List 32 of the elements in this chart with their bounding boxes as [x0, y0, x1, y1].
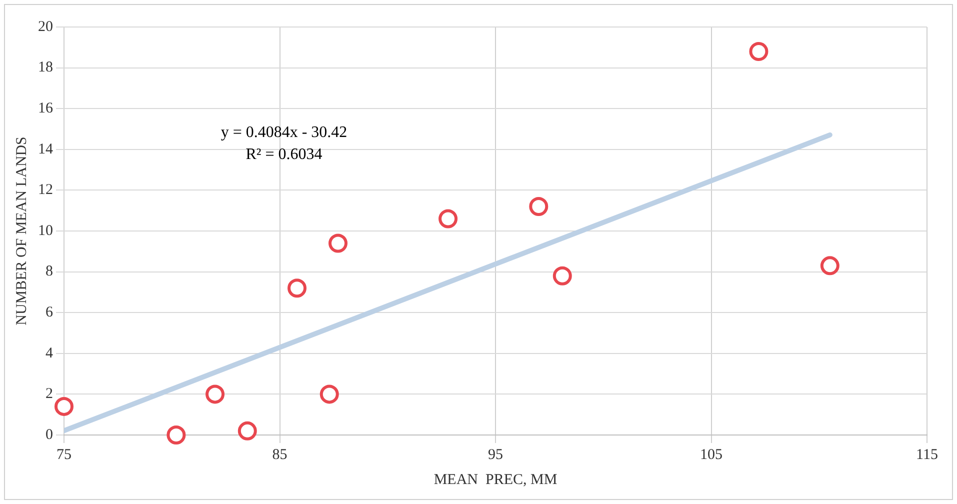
- annotation: R² = 0.6034: [246, 146, 322, 163]
- point: [552, 266, 572, 286]
- y-tick-label: 0: [46, 426, 53, 443]
- y-tick-label: 12: [38, 182, 53, 198]
- x-axis-title: MEAN PREC, MM: [434, 472, 558, 488]
- x-tick-label: 75: [56, 446, 72, 463]
- x-tick-label: 115: [916, 446, 938, 463]
- y-tick-label: 14: [38, 141, 54, 158]
- point: [166, 426, 186, 444]
- y-tick-label: 2: [46, 386, 53, 402]
- point: [749, 42, 768, 61]
- y-tick-label: 10: [38, 222, 53, 239]
- annotation: y = 0.4084x - 30.42: [220, 124, 348, 141]
- y-tick-label: 8: [46, 264, 53, 280]
- y-tick-label: 6: [46, 304, 54, 321]
- point: [529, 197, 548, 216]
- y-tick-label: 4: [46, 345, 54, 362]
- point: [238, 421, 257, 440]
- y-tick-label: 16: [38, 100, 54, 117]
- x-tick-label: 85: [272, 446, 288, 463]
- point: [328, 234, 348, 253]
- point: [288, 278, 307, 298]
- point: [320, 384, 339, 404]
- x-tick-label: 105: [700, 446, 722, 463]
- x-tick-label: 95: [488, 446, 503, 463]
- y-axis-title: NUMBER OF MEAN LANDS: [14, 136, 30, 326]
- y-tick-label: 20: [38, 18, 53, 35]
- point: [206, 384, 225, 404]
- point: [438, 209, 458, 228]
- point: [820, 256, 840, 276]
- y-tick-label: 18: [38, 60, 53, 76]
- point: [54, 396, 74, 416]
